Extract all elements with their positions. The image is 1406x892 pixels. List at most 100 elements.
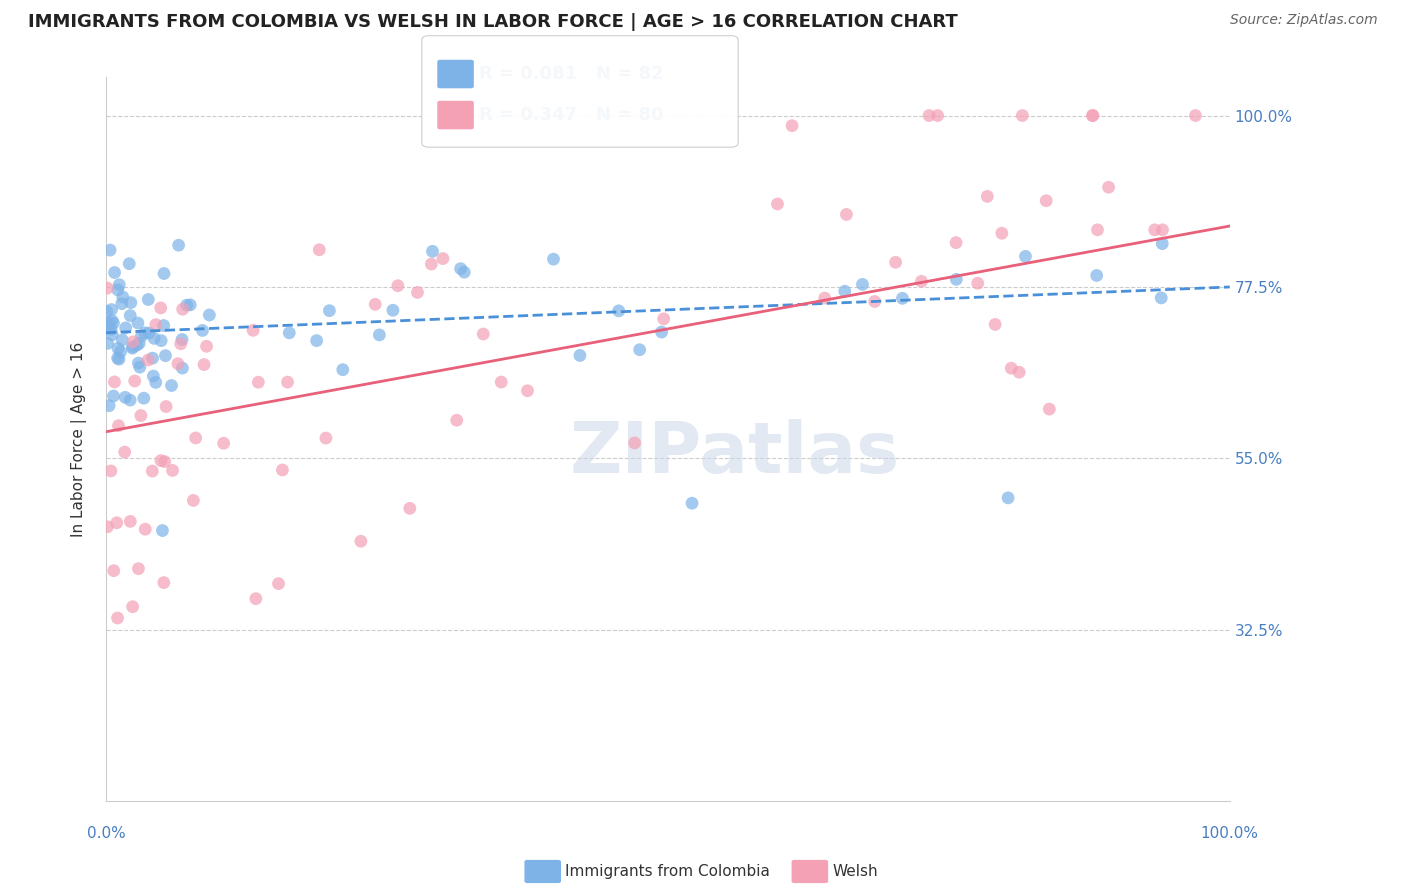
Point bbox=[422, 244, 444, 259]
Point bbox=[927, 109, 949, 123]
Point bbox=[129, 409, 152, 423]
Text: R = 0.347   N = 80: R = 0.347 N = 80 bbox=[479, 106, 664, 124]
Point bbox=[453, 265, 475, 279]
Point bbox=[155, 349, 177, 363]
Point bbox=[278, 326, 301, 340]
Text: 100.0%: 100.0% bbox=[1201, 826, 1258, 841]
Point bbox=[1011, 109, 1033, 123]
Point bbox=[184, 431, 207, 445]
Point bbox=[121, 341, 143, 355]
Point bbox=[984, 318, 1007, 332]
Point bbox=[152, 524, 174, 538]
Point bbox=[100, 322, 122, 336]
Point bbox=[145, 376, 167, 390]
Point bbox=[406, 285, 429, 300]
Point bbox=[98, 316, 121, 330]
Point bbox=[131, 329, 153, 343]
Point bbox=[107, 342, 129, 356]
Point bbox=[318, 303, 340, 318]
Text: Immigrants from Colombia: Immigrants from Colombia bbox=[565, 864, 770, 879]
Point bbox=[884, 255, 907, 269]
Point bbox=[1085, 268, 1108, 283]
Point bbox=[127, 356, 149, 370]
Point bbox=[1184, 109, 1206, 123]
Point bbox=[681, 496, 703, 510]
Point bbox=[110, 344, 132, 359]
Point bbox=[134, 522, 156, 536]
Point bbox=[651, 325, 673, 339]
Text: R = 0.081   N = 82: R = 0.081 N = 82 bbox=[479, 65, 664, 83]
Point bbox=[918, 109, 941, 123]
Point bbox=[120, 295, 142, 310]
Point bbox=[172, 361, 194, 376]
Point bbox=[350, 534, 373, 549]
Y-axis label: In Labor Force | Age > 16: In Labor Force | Age > 16 bbox=[72, 342, 87, 537]
Point bbox=[446, 413, 468, 427]
Point bbox=[120, 309, 142, 323]
Point bbox=[945, 235, 967, 250]
Point bbox=[766, 197, 789, 211]
Point bbox=[997, 491, 1019, 505]
Point bbox=[835, 207, 858, 221]
Point bbox=[138, 326, 160, 340]
Point bbox=[98, 243, 121, 257]
Point bbox=[368, 327, 391, 342]
Point bbox=[267, 576, 290, 591]
Point bbox=[315, 431, 337, 445]
Point bbox=[153, 454, 176, 468]
Point bbox=[136, 353, 159, 368]
Point bbox=[198, 308, 221, 322]
Point bbox=[170, 336, 193, 351]
Point bbox=[153, 575, 176, 590]
Point bbox=[966, 277, 988, 291]
Point bbox=[489, 375, 512, 389]
Point bbox=[1143, 223, 1166, 237]
Point bbox=[128, 360, 150, 375]
Point bbox=[1014, 249, 1036, 263]
Point bbox=[1035, 194, 1057, 208]
Point bbox=[125, 338, 148, 352]
Point bbox=[141, 464, 163, 478]
Point bbox=[98, 319, 121, 334]
Point bbox=[308, 243, 330, 257]
Point bbox=[176, 298, 198, 312]
Point bbox=[162, 463, 184, 477]
Point bbox=[96, 520, 118, 534]
Point bbox=[945, 272, 967, 286]
Point bbox=[101, 327, 124, 342]
Point bbox=[94, 318, 117, 333]
Point bbox=[120, 515, 142, 529]
Point bbox=[432, 252, 454, 266]
Point bbox=[118, 257, 141, 271]
Point bbox=[195, 339, 218, 353]
Point bbox=[149, 301, 172, 315]
Point bbox=[910, 274, 932, 288]
Point bbox=[107, 351, 129, 365]
Point bbox=[1008, 365, 1031, 379]
Point bbox=[127, 316, 149, 330]
Point bbox=[111, 296, 134, 310]
Point bbox=[120, 393, 142, 408]
Text: IMMIGRANTS FROM COLOMBIA VS WELSH IN LABOR FORCE | AGE > 16 CORRELATION CHART: IMMIGRANTS FROM COLOMBIA VS WELSH IN LAB… bbox=[28, 13, 957, 31]
Point bbox=[142, 369, 165, 384]
Point bbox=[150, 334, 173, 348]
Point bbox=[170, 333, 193, 347]
Point bbox=[450, 261, 472, 276]
Point bbox=[277, 375, 299, 389]
Point bbox=[101, 313, 124, 327]
Point bbox=[153, 267, 176, 281]
Point bbox=[891, 291, 914, 305]
Point bbox=[172, 302, 194, 317]
Point bbox=[271, 463, 294, 477]
Point bbox=[183, 493, 205, 508]
Point bbox=[623, 436, 645, 450]
Point bbox=[652, 311, 675, 326]
Point bbox=[96, 281, 118, 295]
Point bbox=[245, 591, 267, 606]
Point bbox=[100, 464, 122, 478]
Point bbox=[121, 599, 143, 614]
Point bbox=[1152, 236, 1174, 251]
Point bbox=[122, 334, 145, 349]
Point bbox=[851, 277, 873, 292]
Point bbox=[991, 226, 1014, 240]
